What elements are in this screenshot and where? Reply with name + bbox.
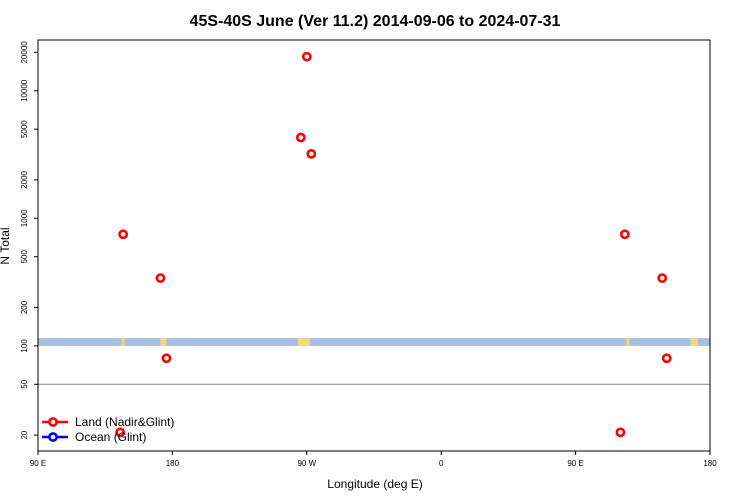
y-tick-label: 20 (20, 430, 29, 439)
data-point (661, 353, 672, 364)
y-tick-label: 100 (20, 339, 29, 353)
x-tick-label: 180 (166, 459, 180, 468)
x-tick-label: 0 (439, 459, 444, 468)
y-tick-label: 10000 (20, 79, 29, 102)
y-tick-label: 200 (20, 300, 29, 314)
land-segment (297, 338, 310, 346)
x-tick-label: 90 W (297, 459, 316, 468)
land-segment (690, 338, 699, 346)
data-point (657, 273, 668, 283)
land-segment (626, 338, 630, 346)
y-tick-label: 50 (20, 379, 29, 388)
y-tick-label: 2000 (20, 170, 29, 188)
legend-entry: Land (Nadir&Glint) (75, 415, 174, 429)
x-tick-label: 180 (703, 459, 717, 468)
y-tick-label: 20000 (20, 41, 29, 64)
y-tick-label: 1000 (20, 209, 29, 227)
data-point (115, 427, 126, 438)
plot-frame (37, 39, 711, 452)
land-segment (121, 338, 125, 346)
y-tick-label: 500 (20, 250, 29, 264)
data-point (306, 148, 317, 159)
data-point (161, 353, 172, 364)
legend-entry: Ocean (Glint) (75, 430, 146, 444)
data-point (155, 273, 166, 283)
y-tick-label: 5000 (20, 120, 29, 138)
data-point (118, 229, 129, 240)
map-strip (38, 338, 710, 346)
x-tick-label: 90 E (30, 459, 46, 468)
y-axis-label: N Total (0, 227, 12, 264)
chart-title: 45S-40S June (Ver 11.2) 2014-09-06 to 20… (190, 13, 561, 30)
data-points (115, 51, 672, 438)
x-axis: 90 E 180 90 W 0 90 E 180 (30, 451, 717, 468)
data-point (619, 229, 630, 240)
legend: Land (Nadir&Glint)Ocean (Glint) (42, 415, 174, 444)
ocean-band (38, 338, 710, 346)
data-point (615, 427, 626, 438)
x-axis-label: Longitude (deg E) (327, 477, 422, 491)
y-axis: 20 50 100 200 500 1000 2000 5000 10000 20000 (20, 41, 38, 440)
data-point (295, 132, 306, 143)
legend-marker (48, 417, 58, 427)
data-point (301, 51, 312, 62)
legend-marker (48, 432, 58, 442)
land-segment (160, 338, 167, 346)
x-tick-label: 90 E (567, 459, 583, 468)
